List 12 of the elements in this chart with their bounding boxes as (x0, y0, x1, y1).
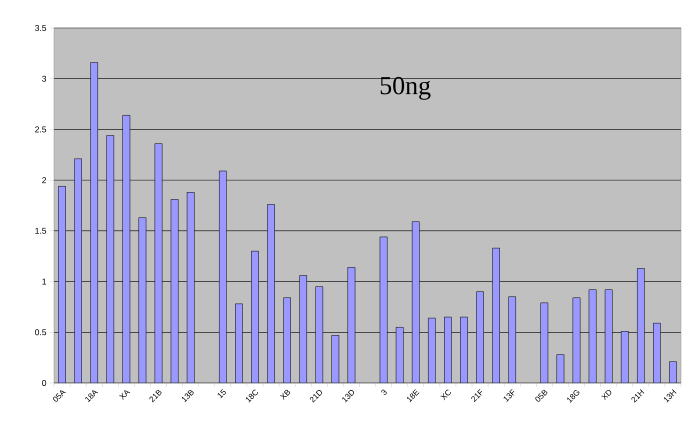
y-tick-label: 2.5 (35, 126, 46, 132)
y-tick-label: 0 (42, 380, 46, 386)
y-tick-label: 3 (42, 76, 46, 82)
bar (556, 354, 564, 383)
y-tick-label: 1.5 (35, 228, 46, 234)
y-tick-label: 1 (42, 278, 46, 284)
y-tick-label: 3.5 (35, 24, 46, 31)
y-tick-label: 2 (42, 177, 46, 184)
bar (669, 361, 677, 383)
bar (331, 335, 340, 383)
y-tick-label: 0.5 (35, 329, 46, 336)
annotation: 50ng (380, 76, 431, 100)
